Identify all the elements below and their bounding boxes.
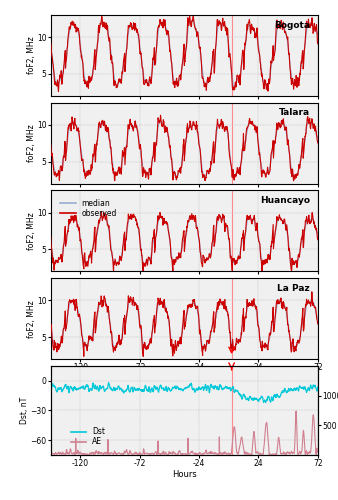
X-axis label: Hours: Hours <box>172 470 197 478</box>
Text: Huancayo: Huancayo <box>260 196 310 205</box>
Y-axis label: foF2, MHz: foF2, MHz <box>26 36 35 74</box>
Y-axis label: Dst, nT: Dst, nT <box>20 397 29 424</box>
Text: Talara: Talara <box>279 108 310 118</box>
Text: Bogota: Bogota <box>274 20 310 30</box>
Y-axis label: foF2, MHz: foF2, MHz <box>26 300 35 338</box>
Text: EQ
02:21 UT
13 April 1963: EQ 02:21 UT 13 April 1963 <box>235 380 285 400</box>
Y-axis label: foF2, MHz: foF2, MHz <box>26 212 35 250</box>
Y-axis label: foF2, MHz: foF2, MHz <box>26 124 35 162</box>
Text: La Paz: La Paz <box>277 284 310 293</box>
Legend: Dst, AE: Dst, AE <box>68 424 108 450</box>
Legend: median, observed: median, observed <box>57 196 120 221</box>
X-axis label: Hours: Hours <box>172 374 197 382</box>
